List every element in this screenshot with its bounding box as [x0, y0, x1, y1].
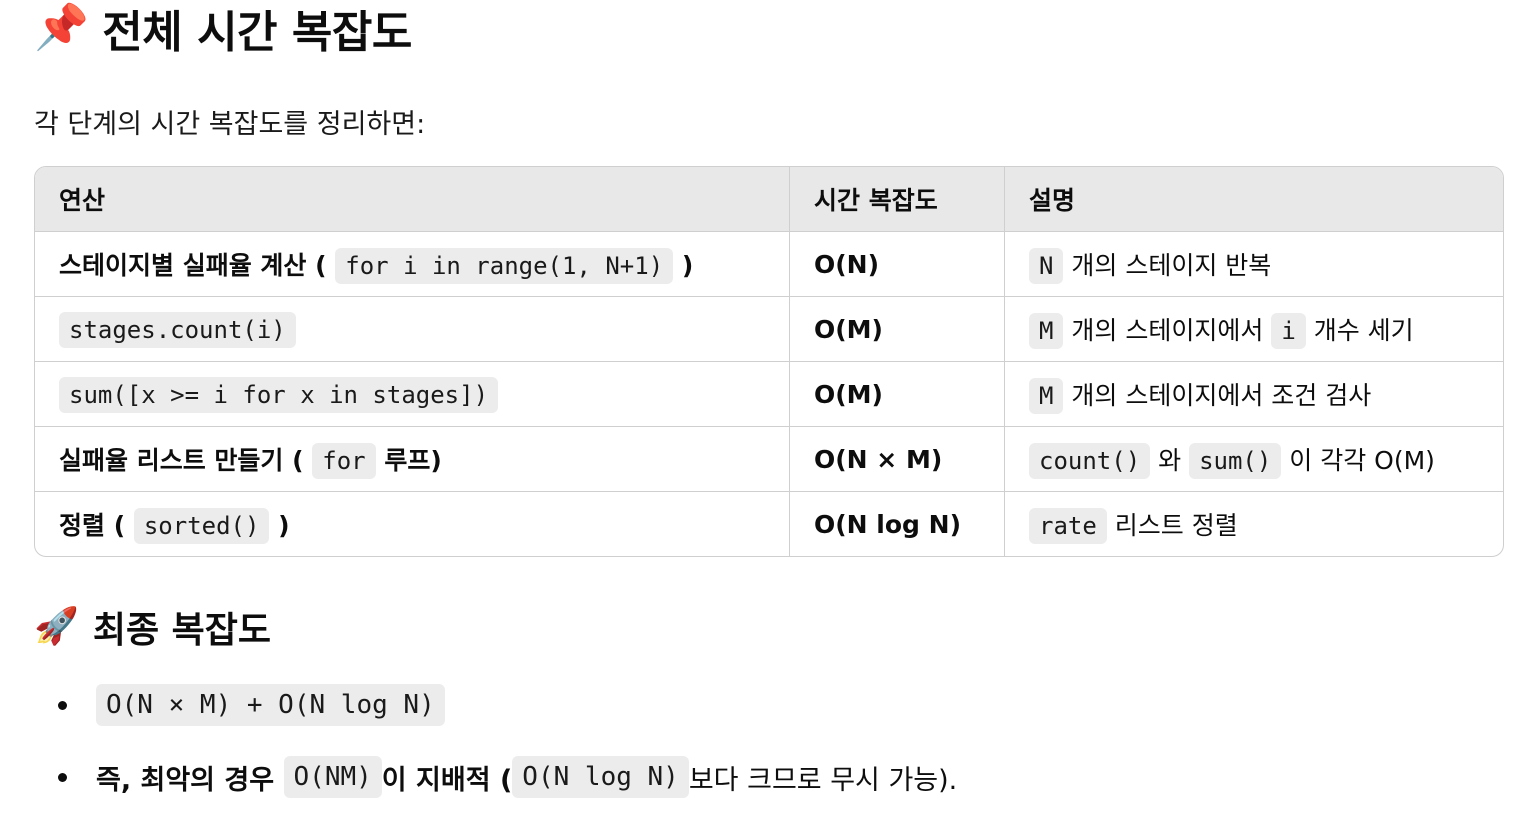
- complexity-table: 연산 시간 복잡도 설명 스테이지별 실패율 계산 ( for i in ran…: [34, 166, 1504, 557]
- description-text-2: 개수 세기: [1313, 316, 1414, 345]
- bullet-text-2: 이 지배적 (: [381, 764, 513, 796]
- bullet-text-3: 보다 크므로 무시 가능).: [688, 764, 958, 796]
- operation-code: sorted(): [133, 508, 270, 544]
- heading-final-complexity: 🚀 최종 복잡도: [34, 602, 271, 652]
- operation-tail: ): [681, 251, 694, 280]
- operation-text: 스테이지별 실패율 계산 (: [59, 251, 327, 280]
- table-row: 정렬 ( sorted() ) O(N log N) rate 리스트 정렬: [35, 491, 1504, 557]
- cell-complexity: O(N × M): [789, 426, 1005, 492]
- operation-text: 실패율 리스트 만들기 (: [59, 446, 304, 475]
- description-text: 개의 스테이지 반복: [1071, 251, 1272, 280]
- heading-final-title: 최종 복잡도: [92, 610, 271, 651]
- bullet-text-1: 즉, 최악의 경우: [96, 764, 275, 796]
- cell-complexity: O(N): [789, 231, 1005, 297]
- table-row: sum([x >= i for x in stages]) O(M) M 개의 …: [35, 361, 1503, 427]
- cell-complexity: O(M): [789, 296, 1005, 362]
- table-row: 스테이지별 실패율 계산 ( for i in range(1, N+1) ) …: [35, 231, 1503, 297]
- description-code-2: sum(): [1189, 443, 1282, 479]
- description-text-2: 이 각각 O(M): [1289, 446, 1435, 475]
- cell-description: N 개의 스테이지 반복: [1004, 231, 1503, 297]
- cell-operation: 정렬 ( sorted() ): [35, 491, 790, 556]
- cell-operation: 스테이지별 실패율 계산 ( for i in range(1, N+1) ): [35, 231, 790, 297]
- description-text: 개의 스테이지에서 조건 검사: [1071, 381, 1372, 410]
- description-code: M: [1029, 313, 1064, 349]
- list-item: 즉, 최악의 경우 O(NM) 이 지배적 ( O(N log N) 보다 크므…: [57, 752, 958, 802]
- header-description: 설명: [1004, 167, 1503, 232]
- heading-total-title: 전체 시간 복잡도: [102, 7, 412, 58]
- heading-total-complexity: 📌 전체 시간 복잡도: [34, 0, 412, 59]
- intro-text: 각 단계의 시간 복잡도를 정리하면:: [34, 109, 426, 140]
- pushpin-icon: 📌: [34, 2, 89, 53]
- operation-code: stages.count(i): [59, 311, 296, 348]
- description-code: M: [1029, 378, 1064, 414]
- table-header-row: 연산 시간 복잡도 설명: [35, 167, 1503, 232]
- table-row: 실패율 리스트 만들기 ( for 루프) O(N × M) count() 와…: [35, 426, 1503, 492]
- cell-description: M 개의 스테이지에서 조건 검사: [1004, 361, 1503, 427]
- operation-code: sum([x >= i for x in stages]): [59, 376, 499, 413]
- bullet-code-2: O(N log N): [512, 756, 689, 798]
- cell-complexity: O(N log N): [789, 491, 1005, 556]
- description-code: count(): [1029, 443, 1151, 479]
- operation-code: for: [312, 443, 376, 479]
- cell-description: count() 와 sum() 이 각각 O(M): [1004, 426, 1503, 492]
- table-row: stages.count(i) O(M) M 개의 스테이지에서 i 개수 세기: [35, 296, 1503, 362]
- rocket-icon: 🚀: [34, 606, 79, 647]
- description-code-2: i: [1271, 313, 1306, 349]
- operation-tail: ): [278, 511, 290, 540]
- header-operation: 연산: [35, 167, 790, 232]
- operation-code: for i in range(1, N+1): [335, 248, 674, 284]
- cell-operation: stages.count(i): [35, 296, 790, 362]
- cell-description: M 개의 스테이지에서 i 개수 세기: [1004, 296, 1503, 362]
- description-text: 리스트 정렬: [1114, 511, 1238, 540]
- final-complexity-list: O(N × M) + O(N log N) 즉, 최악의 경우 O(NM) 이 …: [34, 680, 957, 824]
- bullet-code-1: O(NM): [283, 756, 382, 798]
- cell-operation: 실패율 리스트 만들기 ( for 루프): [35, 426, 790, 492]
- description-code: N: [1029, 248, 1064, 284]
- bullet-code: O(N × M) + O(N log N): [96, 684, 445, 726]
- description-text: 와: [1158, 446, 1182, 475]
- cell-operation: sum([x >= i for x in stages]): [35, 361, 790, 427]
- cell-description: rate 리스트 정렬: [1005, 492, 1504, 557]
- description-code: rate: [1029, 508, 1107, 544]
- description-text: 개의 스테이지에서: [1071, 316, 1264, 345]
- operation-tail: 루프): [384, 446, 442, 475]
- operation-text: 정렬 (: [59, 511, 126, 540]
- cell-complexity: O(M): [789, 361, 1005, 427]
- list-item: O(N × M) + O(N log N): [57, 680, 957, 730]
- header-complexity: 시간 복잡도: [789, 167, 1005, 232]
